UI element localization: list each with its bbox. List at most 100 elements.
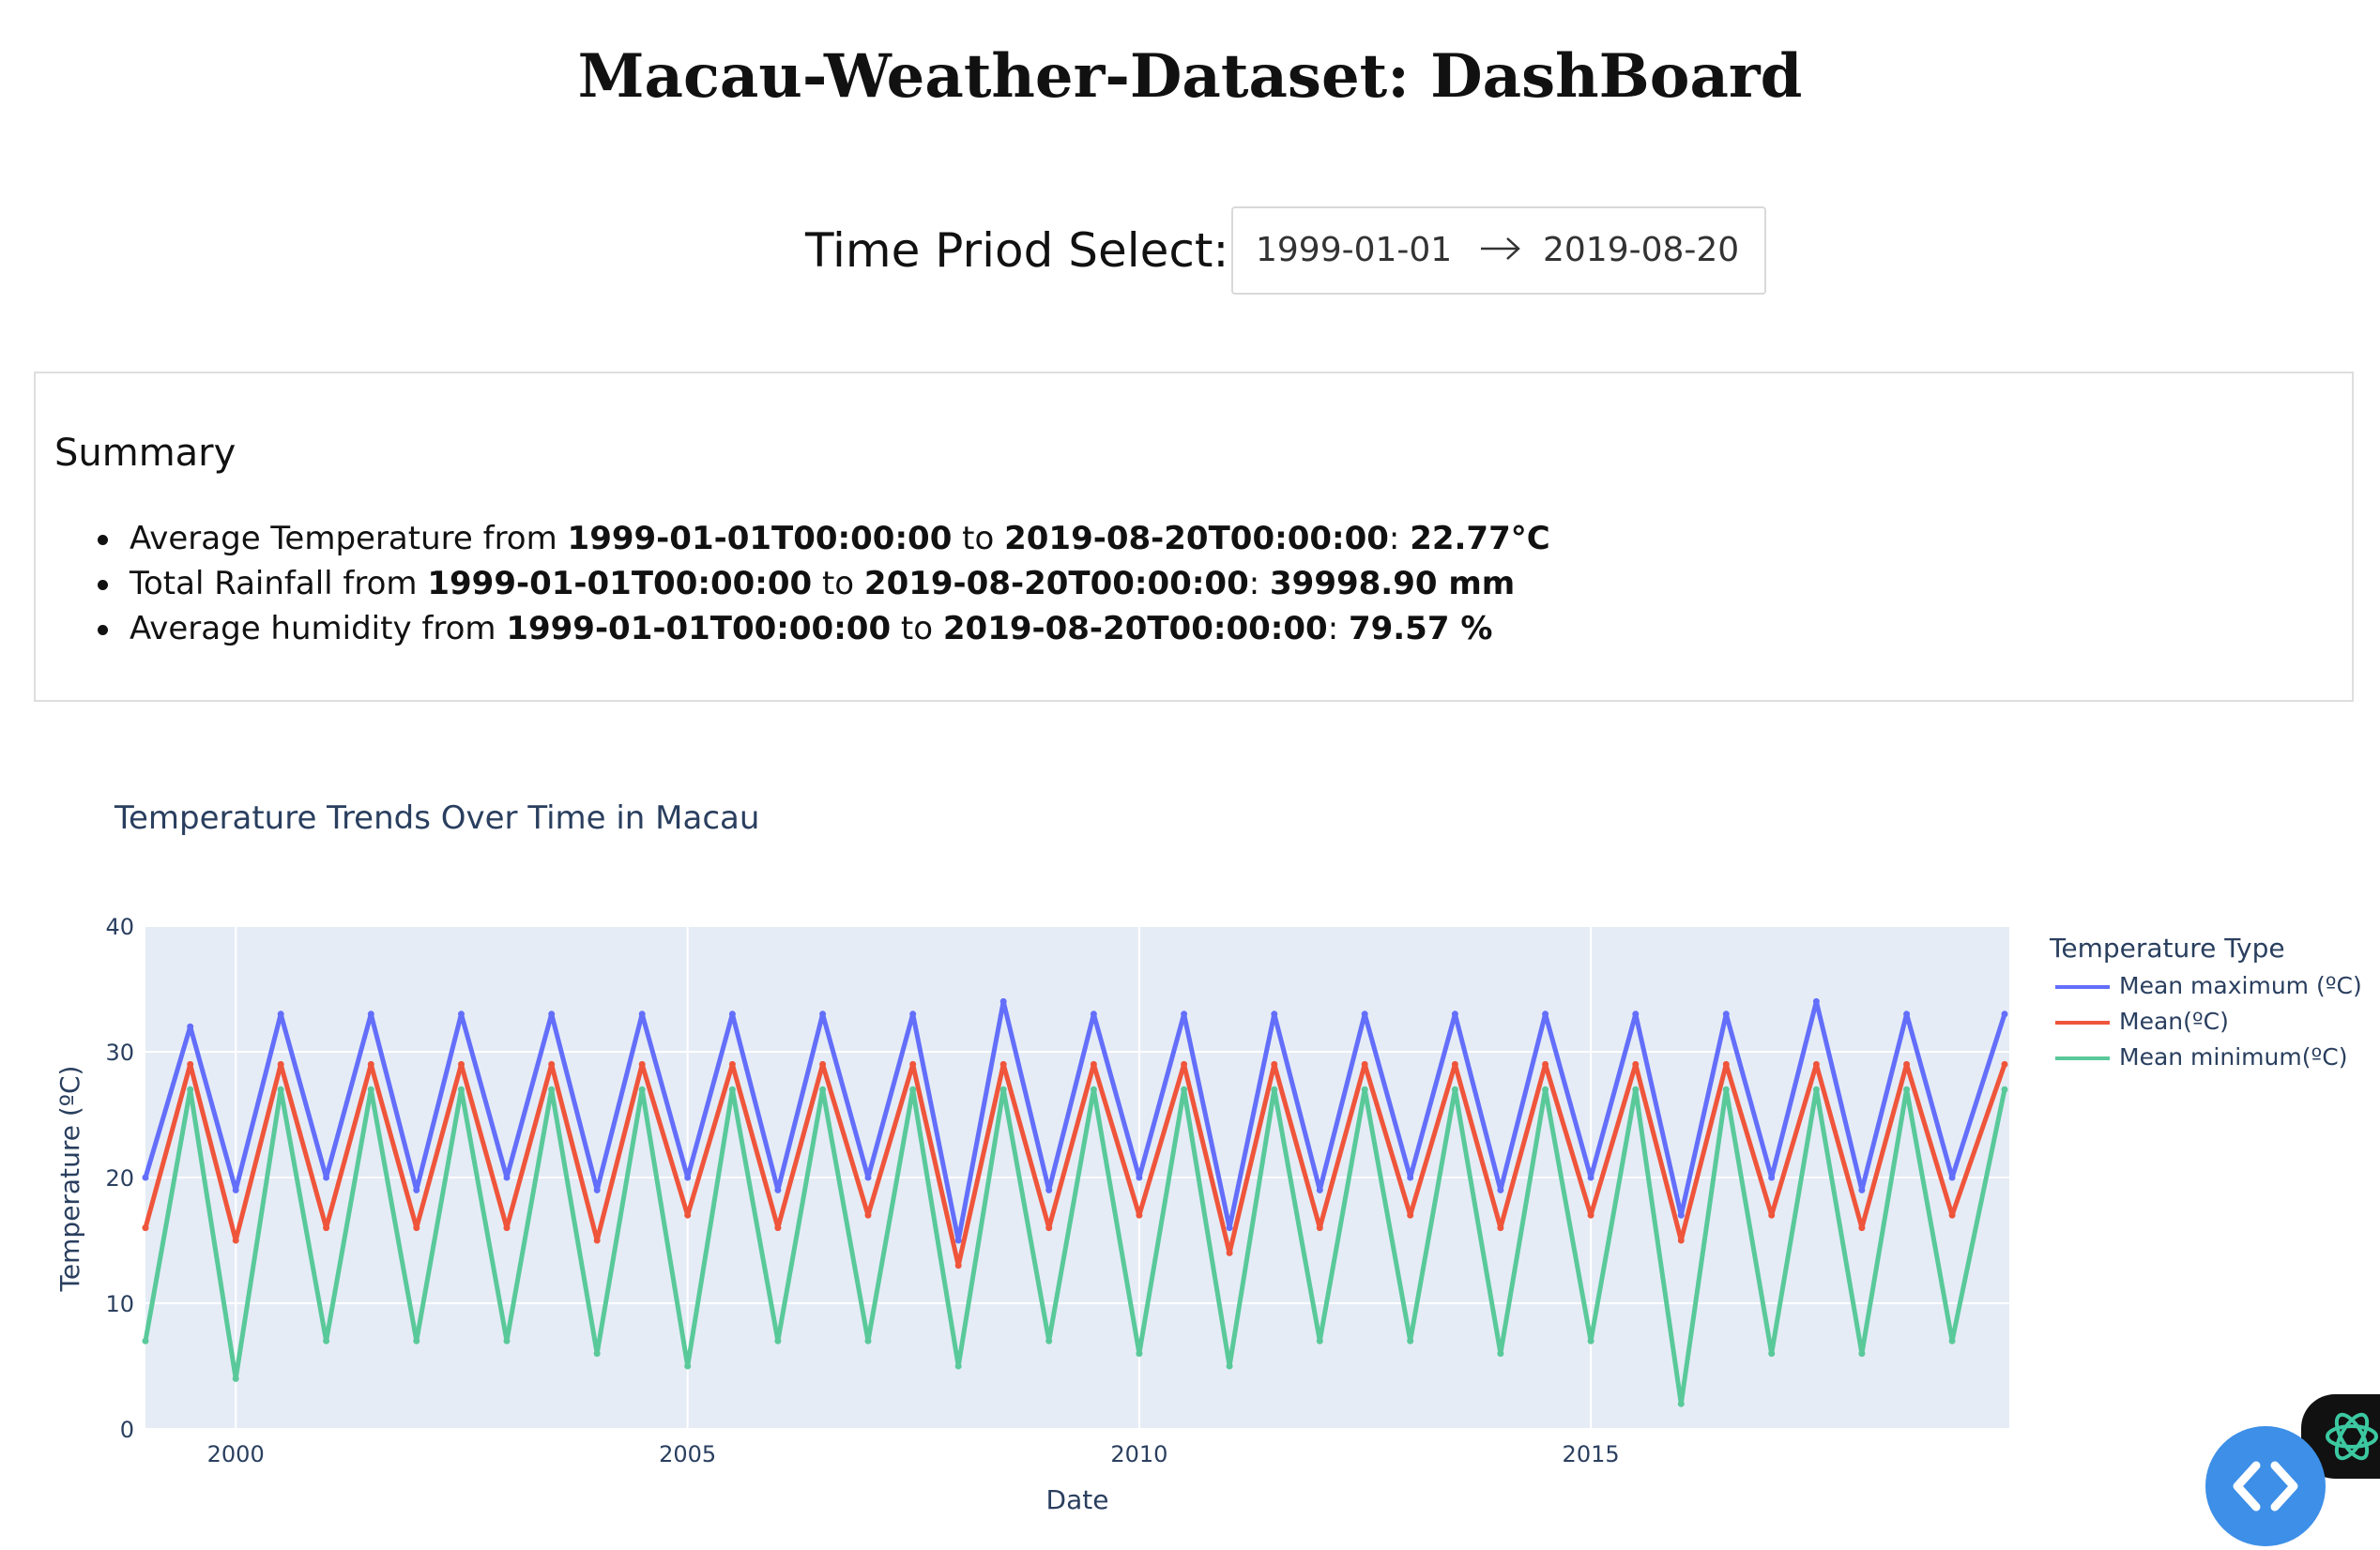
- data-point[interactable]: [548, 1087, 555, 1093]
- data-point[interactable]: [187, 1087, 193, 1093]
- data-point[interactable]: [1045, 1187, 1052, 1193]
- data-point[interactable]: [413, 1224, 420, 1231]
- data-point[interactable]: [909, 1087, 916, 1093]
- data-point[interactable]: [1858, 1224, 1865, 1231]
- data-point[interactable]: [639, 1061, 646, 1068]
- data-point[interactable]: [1452, 1087, 1458, 1093]
- data-point[interactable]: [639, 1087, 646, 1093]
- data-point[interactable]: [458, 1087, 465, 1093]
- data-point[interactable]: [594, 1350, 601, 1357]
- data-point[interactable]: [323, 1175, 329, 1181]
- data-point[interactable]: [1452, 1011, 1458, 1017]
- data-point[interactable]: [323, 1338, 329, 1345]
- data-point[interactable]: [1768, 1212, 1775, 1219]
- data-point[interactable]: [955, 1238, 962, 1244]
- data-point[interactable]: [187, 1024, 193, 1030]
- data-point[interactable]: [684, 1363, 691, 1370]
- data-point[interactable]: [1317, 1187, 1323, 1193]
- data-point[interactable]: [504, 1175, 511, 1181]
- data-point[interactable]: [548, 1011, 555, 1017]
- data-point[interactable]: [143, 1224, 149, 1231]
- data-point[interactable]: [458, 1061, 465, 1068]
- data-point[interactable]: [1588, 1175, 1594, 1181]
- data-point[interactable]: [1588, 1338, 1594, 1345]
- data-point[interactable]: [1903, 1087, 1910, 1093]
- data-point[interactable]: [1407, 1338, 1413, 1345]
- data-point[interactable]: [1632, 1011, 1639, 1017]
- data-point[interactable]: [1858, 1350, 1865, 1357]
- data-point[interactable]: [143, 1338, 149, 1345]
- data-point[interactable]: [865, 1175, 872, 1181]
- data-point[interactable]: [1497, 1224, 1503, 1231]
- data-point[interactable]: [1000, 1061, 1007, 1068]
- data-point[interactable]: [729, 1061, 736, 1068]
- data-point[interactable]: [1362, 1061, 1368, 1068]
- data-point[interactable]: [774, 1338, 781, 1345]
- data-point[interactable]: [1813, 998, 1820, 1005]
- data-point[interactable]: [909, 1061, 916, 1068]
- data-point[interactable]: [1271, 1087, 1277, 1093]
- data-point[interactable]: [1181, 1011, 1187, 1017]
- start-date-input[interactable]: 1999-01-01: [1256, 231, 1452, 269]
- data-point[interactable]: [2002, 1087, 2008, 1093]
- data-point[interactable]: [594, 1187, 601, 1193]
- data-point[interactable]: [1091, 1087, 1097, 1093]
- data-point[interactable]: [187, 1061, 193, 1068]
- data-point[interactable]: [1723, 1011, 1730, 1017]
- data-point[interactable]: [1542, 1061, 1549, 1068]
- data-point[interactable]: [819, 1061, 826, 1068]
- data-point[interactable]: [1632, 1087, 1639, 1093]
- data-point[interactable]: [368, 1011, 374, 1017]
- data-point[interactable]: [1227, 1250, 1233, 1256]
- data-point[interactable]: [278, 1011, 284, 1017]
- data-point[interactable]: [1136, 1350, 1142, 1357]
- data-point[interactable]: [233, 1187, 239, 1193]
- data-point[interactable]: [1949, 1212, 1956, 1219]
- data-point[interactable]: [594, 1238, 601, 1244]
- data-point[interactable]: [774, 1187, 781, 1193]
- data-point[interactable]: [1723, 1061, 1730, 1068]
- data-point[interactable]: [1542, 1087, 1549, 1093]
- data-point[interactable]: [143, 1175, 149, 1181]
- data-point[interactable]: [1271, 1061, 1277, 1068]
- data-point[interactable]: [1227, 1363, 1233, 1370]
- data-point[interactable]: [1227, 1224, 1233, 1231]
- data-point[interactable]: [1136, 1175, 1142, 1181]
- data-point[interactable]: [1858, 1187, 1865, 1193]
- data-point[interactable]: [639, 1011, 646, 1017]
- data-point[interactable]: [1045, 1338, 1052, 1345]
- data-point[interactable]: [684, 1212, 691, 1219]
- data-point[interactable]: [1000, 1087, 1007, 1093]
- data-point[interactable]: [1181, 1087, 1187, 1093]
- data-point[interactable]: [729, 1011, 736, 1017]
- data-point[interactable]: [1136, 1212, 1142, 1219]
- legend-item-max[interactable]: Mean maximum (ºC): [2055, 972, 2362, 1006]
- data-point[interactable]: [1632, 1061, 1639, 1068]
- data-point[interactable]: [1768, 1350, 1775, 1357]
- data-point[interactable]: [1903, 1011, 1910, 1017]
- temperature-chart[interactable]: 0 10 20 30 40 2000 2005 2010 2015 Date Temperatu…: [0, 901, 2380, 1550]
- code-toggle-button[interactable]: [2205, 1426, 2326, 1546]
- end-date-input[interactable]: 2019-08-20: [1543, 231, 1739, 269]
- data-point[interactable]: [1362, 1011, 1368, 1017]
- data-point[interactable]: [1271, 1011, 1277, 1017]
- data-point[interactable]: [278, 1087, 284, 1093]
- data-point[interactable]: [1317, 1338, 1323, 1345]
- data-point[interactable]: [1091, 1061, 1097, 1068]
- data-point[interactable]: [1045, 1224, 1052, 1231]
- date-range-picker[interactable]: 1999-01-01 2019-08-20: [1231, 206, 1766, 295]
- data-point[interactable]: [2002, 1061, 2008, 1068]
- data-point[interactable]: [1407, 1212, 1413, 1219]
- data-point[interactable]: [1542, 1011, 1549, 1017]
- data-point[interactable]: [819, 1087, 826, 1093]
- data-point[interactable]: [1407, 1175, 1413, 1181]
- data-point[interactable]: [2002, 1011, 2008, 1017]
- data-point[interactable]: [684, 1175, 691, 1181]
- data-point[interactable]: [413, 1187, 420, 1193]
- data-point[interactable]: [233, 1238, 239, 1244]
- data-point[interactable]: [865, 1212, 872, 1219]
- data-point[interactable]: [729, 1087, 736, 1093]
- data-point[interactable]: [955, 1363, 962, 1370]
- data-point[interactable]: [1768, 1175, 1775, 1181]
- data-point[interactable]: [1949, 1175, 1956, 1181]
